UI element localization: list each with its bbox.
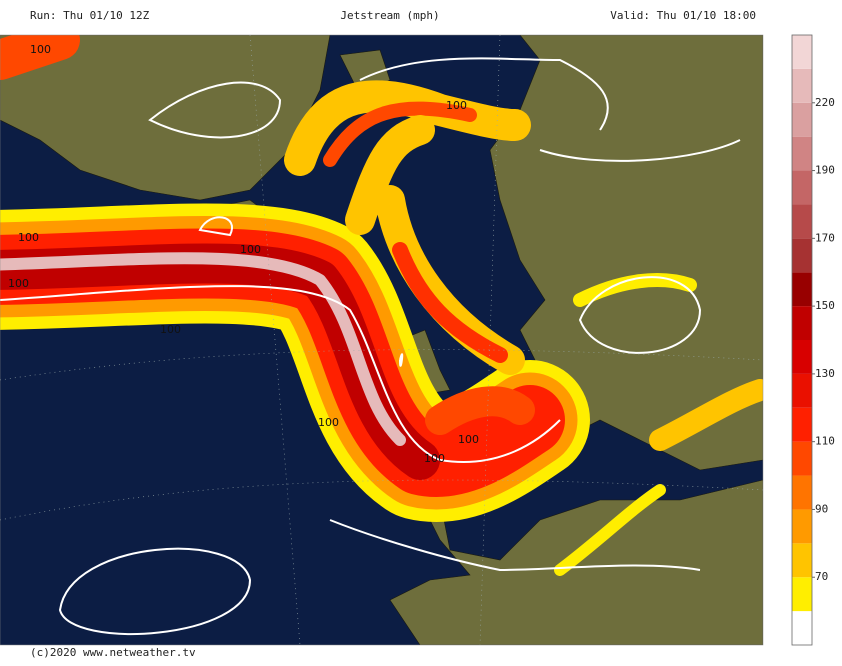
colorbar-segment [792, 475, 812, 510]
colorbar-segment [792, 340, 812, 374]
colorbar-segment [792, 373, 812, 408]
colorbar-segment [792, 441, 812, 476]
colorbar: 70 90 110 130 150 170 190 220 [791, 34, 835, 646]
title: Jetstream (mph) [340, 9, 439, 22]
contour-label: 100 [160, 323, 181, 336]
colorbar-segment [792, 102, 812, 137]
colorbar-tick-label: 90 [815, 502, 828, 515]
colorbar-segment [792, 577, 812, 612]
contour-label: 100 [18, 231, 39, 244]
isotachs [0, 57, 741, 635]
map-frame [0, 34, 764, 646]
colorbar-frame [791, 34, 813, 646]
contour-label: 100 [8, 277, 29, 290]
colorbar-segment [792, 136, 812, 171]
contour-label: 100 [240, 243, 261, 256]
colorbar-segment [792, 68, 812, 103]
run-label: Run: Thu 01/10 12Z [30, 9, 150, 22]
map: 100 100 100 100 100 100 100 100 100 [0, 35, 763, 645]
colorbar-segment [792, 170, 812, 205]
contour-label: 100 [318, 416, 339, 429]
colorbar-segment [792, 509, 812, 544]
colorbar-segment [792, 238, 812, 273]
colorbar-segment [792, 543, 812, 578]
colorbar-tick-label: 170 [815, 231, 835, 244]
colorbar-segment [792, 272, 812, 307]
contour-label: 100 [424, 452, 445, 465]
colorbar-tick-label: 190 [815, 164, 835, 177]
jet-stream [0, 35, 763, 576]
colorbar-tick-label: 150 [815, 299, 835, 312]
footer: (c)2020 www.netweather.tv [30, 646, 196, 659]
colorbar-segment [792, 204, 812, 239]
valid-label: Valid: Thu 01/10 18:00 [610, 9, 756, 22]
contour-label: 100 [30, 43, 51, 56]
graticule [0, 35, 763, 645]
colorbar-segment [792, 35, 812, 69]
contour-label: 100 [458, 433, 479, 446]
colorbar-tick-label: 110 [815, 435, 835, 448]
colorbar-segment [792, 407, 812, 442]
contour-label: 100 [446, 99, 467, 112]
colorbar-segment [792, 306, 812, 340]
colorbar-segment [792, 611, 812, 645]
colorbar-tick-label: 220 [815, 96, 835, 109]
colorbar-tick-label: 70 [815, 570, 828, 583]
colorbar-tick-label: 130 [815, 367, 835, 380]
